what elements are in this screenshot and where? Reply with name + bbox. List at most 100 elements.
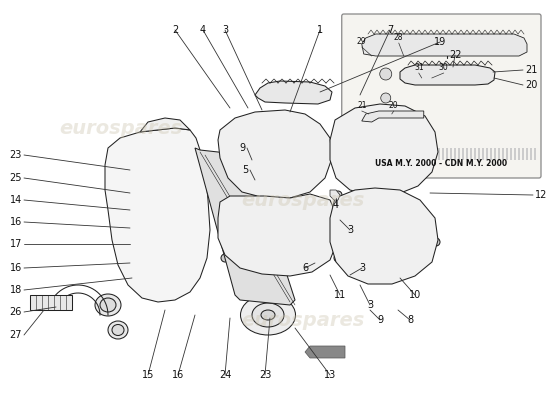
Circle shape bbox=[444, 40, 450, 46]
Text: 28: 28 bbox=[394, 34, 404, 42]
Text: 2: 2 bbox=[172, 25, 178, 35]
Circle shape bbox=[332, 238, 340, 246]
Bar bbox=[414, 148, 416, 160]
Text: 11: 11 bbox=[334, 290, 346, 300]
Bar bbox=[486, 148, 488, 160]
Ellipse shape bbox=[155, 197, 169, 213]
Circle shape bbox=[432, 238, 440, 246]
Polygon shape bbox=[218, 194, 338, 276]
Circle shape bbox=[135, 140, 145, 150]
Circle shape bbox=[267, 147, 283, 163]
Circle shape bbox=[347, 114, 419, 186]
Bar bbox=[382, 148, 384, 160]
Bar bbox=[390, 148, 392, 160]
Bar bbox=[374, 148, 376, 160]
Bar bbox=[350, 148, 352, 160]
Text: eurospares: eurospares bbox=[241, 190, 364, 210]
Bar bbox=[446, 148, 448, 160]
Polygon shape bbox=[195, 148, 295, 305]
Text: 1: 1 bbox=[317, 25, 323, 35]
Bar bbox=[466, 148, 467, 160]
Bar bbox=[410, 148, 412, 160]
Bar bbox=[354, 148, 356, 160]
Bar bbox=[470, 148, 472, 160]
Bar bbox=[462, 148, 464, 160]
Text: 19: 19 bbox=[434, 37, 446, 47]
Ellipse shape bbox=[157, 263, 167, 273]
Polygon shape bbox=[140, 118, 190, 132]
Text: 29: 29 bbox=[357, 38, 366, 46]
Text: 9: 9 bbox=[377, 315, 383, 325]
FancyBboxPatch shape bbox=[342, 14, 541, 178]
Text: USA M.Y. 2000 - CDN M.Y. 2000: USA M.Y. 2000 - CDN M.Y. 2000 bbox=[375, 160, 508, 168]
Bar bbox=[510, 148, 512, 160]
Text: 25: 25 bbox=[9, 173, 22, 183]
Circle shape bbox=[381, 93, 390, 103]
Polygon shape bbox=[105, 128, 210, 302]
Ellipse shape bbox=[112, 324, 124, 336]
Text: 12: 12 bbox=[535, 190, 547, 200]
Bar bbox=[474, 148, 476, 160]
Text: 7: 7 bbox=[387, 25, 393, 35]
Bar bbox=[458, 148, 460, 160]
Text: 20: 20 bbox=[525, 80, 537, 90]
Bar bbox=[398, 148, 400, 160]
Ellipse shape bbox=[136, 174, 188, 236]
Bar bbox=[402, 148, 404, 160]
Text: eurospares: eurospares bbox=[59, 118, 183, 138]
Bar bbox=[494, 148, 496, 160]
Text: 18: 18 bbox=[10, 285, 22, 295]
Bar bbox=[478, 148, 480, 160]
Text: 20: 20 bbox=[389, 102, 399, 110]
Bar bbox=[370, 148, 372, 160]
Text: 13: 13 bbox=[324, 370, 336, 380]
Circle shape bbox=[218, 194, 226, 202]
Text: 23: 23 bbox=[259, 370, 271, 380]
Bar bbox=[450, 148, 452, 160]
Circle shape bbox=[133, 250, 143, 260]
Text: 5: 5 bbox=[242, 165, 248, 175]
Bar bbox=[454, 148, 456, 160]
Circle shape bbox=[432, 144, 440, 152]
Text: 21: 21 bbox=[525, 65, 537, 75]
Text: 3: 3 bbox=[222, 25, 228, 35]
Text: 23: 23 bbox=[10, 150, 22, 160]
Bar bbox=[498, 148, 500, 160]
Ellipse shape bbox=[108, 321, 128, 339]
Text: 9: 9 bbox=[239, 143, 245, 153]
Circle shape bbox=[375, 142, 391, 158]
Circle shape bbox=[258, 215, 298, 255]
Bar bbox=[506, 148, 508, 160]
Text: 16: 16 bbox=[10, 263, 22, 273]
Text: 16: 16 bbox=[172, 370, 184, 380]
Bar bbox=[434, 148, 436, 160]
Text: 21: 21 bbox=[357, 102, 366, 110]
Ellipse shape bbox=[146, 186, 178, 224]
Text: 3: 3 bbox=[347, 225, 353, 235]
Ellipse shape bbox=[95, 294, 121, 316]
Ellipse shape bbox=[100, 298, 116, 312]
Text: 27: 27 bbox=[9, 330, 22, 340]
Bar bbox=[406, 148, 408, 160]
Polygon shape bbox=[362, 111, 424, 122]
Polygon shape bbox=[362, 34, 527, 56]
Text: 14: 14 bbox=[10, 195, 22, 205]
Circle shape bbox=[334, 191, 342, 199]
Circle shape bbox=[270, 227, 286, 243]
Text: 24: 24 bbox=[219, 370, 231, 380]
Bar bbox=[522, 148, 524, 160]
Text: 26: 26 bbox=[10, 307, 22, 317]
Bar bbox=[366, 148, 368, 160]
Bar bbox=[482, 148, 484, 160]
Circle shape bbox=[375, 229, 391, 245]
Bar bbox=[426, 148, 428, 160]
Circle shape bbox=[255, 135, 295, 175]
Bar bbox=[502, 148, 504, 160]
Circle shape bbox=[237, 117, 313, 193]
Circle shape bbox=[334, 254, 342, 262]
Circle shape bbox=[221, 254, 229, 262]
Bar bbox=[442, 148, 444, 160]
Ellipse shape bbox=[240, 295, 295, 335]
Ellipse shape bbox=[261, 310, 275, 320]
Bar bbox=[394, 148, 396, 160]
